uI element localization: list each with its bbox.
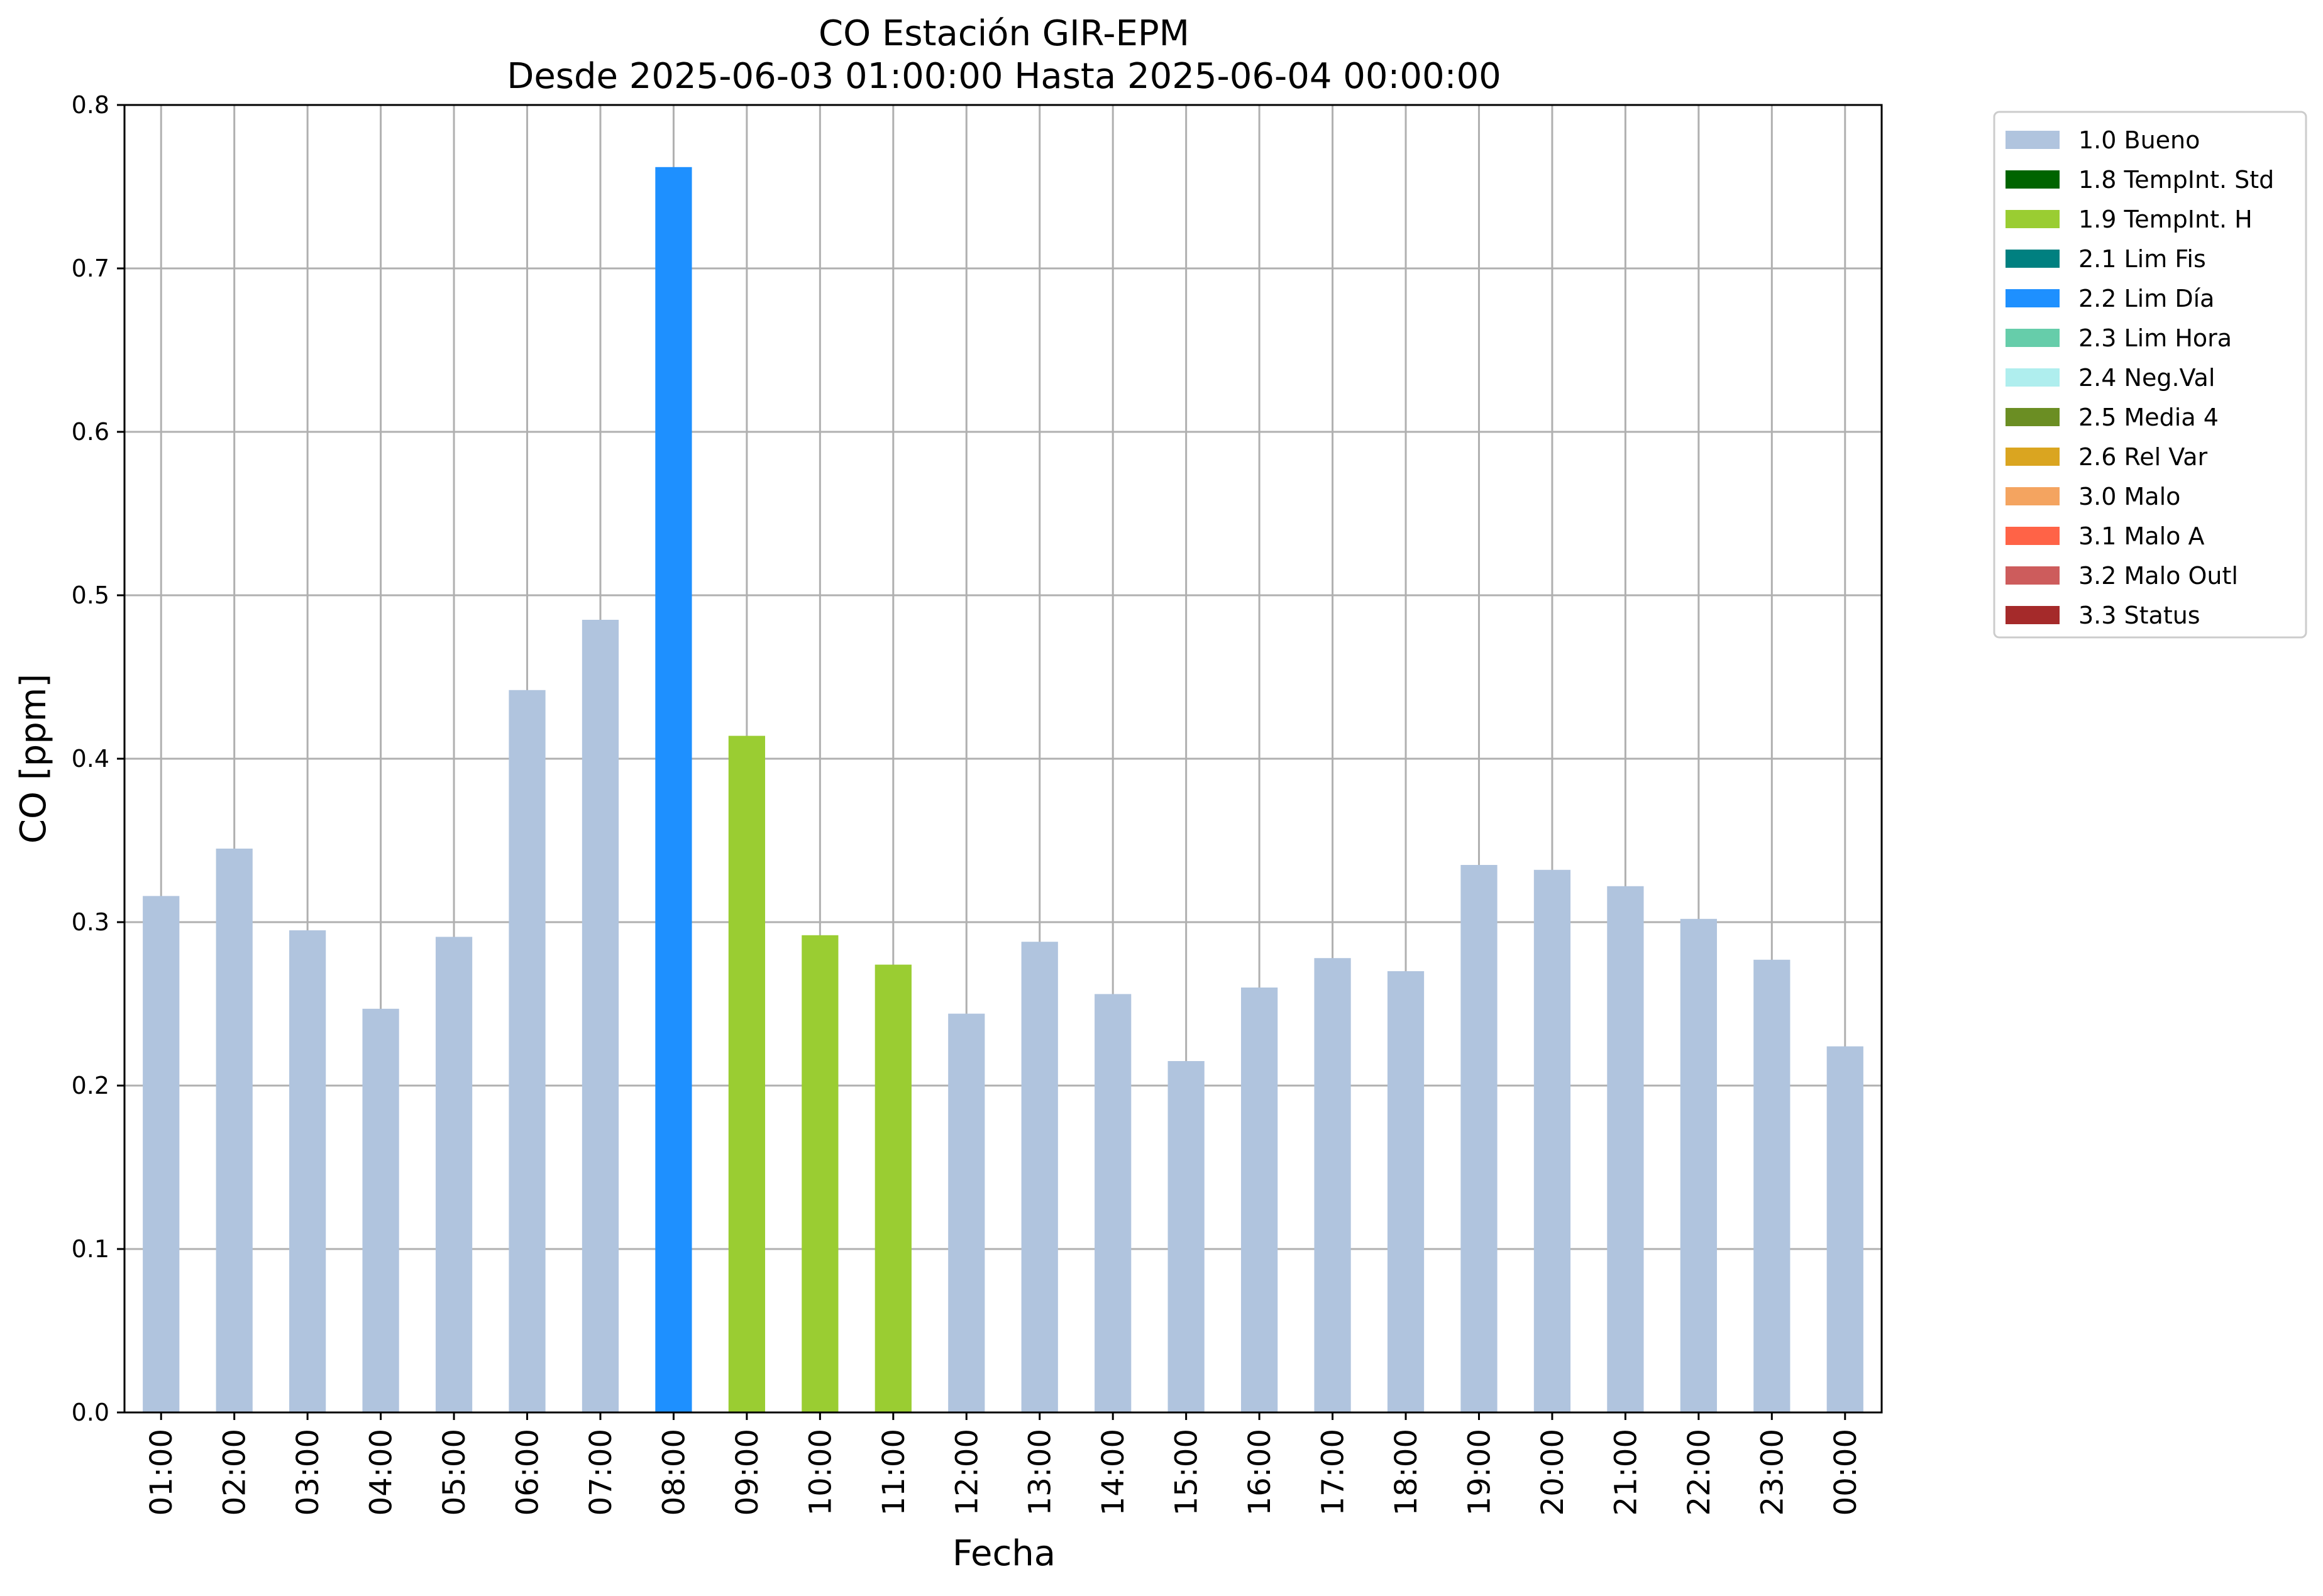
y-tick-label: 0.5 (72, 581, 109, 609)
bar-0200 (216, 849, 253, 1412)
x-tick-label: 22:00 (1682, 1429, 1717, 1516)
bar-0700 (582, 620, 619, 1412)
x-tick-label: 17:00 (1316, 1429, 1351, 1516)
x-tick-label: 05:00 (437, 1429, 472, 1516)
bar-1700 (1314, 958, 1351, 1412)
x-tick-label: 21:00 (1608, 1429, 1643, 1516)
x-tick-label: 01:00 (144, 1429, 179, 1516)
legend-label: 2.4 Neg.Val (2078, 364, 2215, 392)
bar-0400 (362, 1008, 399, 1412)
x-tick-label: 23:00 (1755, 1429, 1790, 1516)
bar-0900 (728, 735, 766, 1412)
plot-frame (123, 104, 1883, 1414)
legend-swatch (2006, 487, 2060, 505)
bar-2100 (1607, 886, 1644, 1412)
legend-swatch (2006, 210, 2060, 228)
bar-1600 (1240, 988, 1278, 1412)
bar-2200 (1680, 918, 1717, 1412)
legend-swatch (2006, 448, 2060, 466)
x-tick-label: 11:00 (876, 1429, 912, 1516)
legend-swatch (2006, 408, 2060, 426)
bar-1300 (1021, 942, 1058, 1412)
x-tick-label: 18:00 (1389, 1429, 1424, 1516)
legend-label: 1.0 Bueno (2078, 126, 2200, 154)
legend-swatch (2006, 289, 2060, 307)
legend-label: 3.2 Malo Outl (2078, 562, 2238, 590)
x-tick-label: 09:00 (730, 1429, 765, 1516)
legend-label: 2.1 Lim Fis (2078, 245, 2206, 273)
x-tick-label: 07:00 (583, 1429, 619, 1516)
legend-frame (1993, 111, 2307, 639)
x-tick-label: 06:00 (510, 1429, 546, 1516)
legend-label: 3.3 Status (2078, 602, 2200, 629)
legend-swatch (2006, 527, 2060, 545)
bar-0000 (1826, 1046, 1863, 1412)
legend-label: 3.1 Malo A (2078, 522, 2204, 550)
y-tick-label: 0.3 (72, 908, 109, 936)
bar-1000 (802, 935, 839, 1412)
bar-0100 (143, 896, 180, 1412)
bar-1500 (1167, 1061, 1205, 1412)
x-tick-label: 04:00 (364, 1429, 399, 1516)
y-tick-label: 0.1 (72, 1235, 109, 1263)
legend-items: 1.0 Bueno 1.8 TempInt. Std 1.9 TempInt. H 2… (2006, 126, 2274, 629)
x-tick-label: 20:00 (1535, 1429, 1570, 1516)
legend-swatch (2006, 566, 2060, 585)
x-tick-label: 00:00 (1828, 1429, 1863, 1516)
y-tick-label: 0.2 (72, 1072, 109, 1099)
legend-swatch (2006, 329, 2060, 347)
x-tick-label: 12:00 (949, 1429, 985, 1516)
legend-label: 2.5 Media 4 (2078, 404, 2219, 431)
y-tick-label: 0.6 (72, 418, 109, 446)
x-tick-label: 03:00 (290, 1429, 326, 1516)
bars (143, 167, 1863, 1412)
bar-1900 (1460, 865, 1498, 1412)
x-tick-label: 10:00 (803, 1429, 838, 1516)
bar-1800 (1387, 971, 1425, 1412)
legend-swatch (2006, 368, 2060, 387)
y-tick-label: 0.4 (72, 745, 109, 773)
x-tick-label: 13:00 (1023, 1429, 1058, 1516)
legend-swatch (2006, 250, 2060, 268)
legend: 1.0 Bueno 1.8 TempInt. Std 1.9 TempInt. H 2… (1993, 111, 2307, 639)
y-tick-label: 0.0 (72, 1399, 109, 1426)
legend-label: 3.0 Malo (2078, 483, 2180, 510)
legend-label: 2.2 Lim Día (2078, 285, 2214, 312)
y-tick-label: 0.7 (72, 255, 109, 282)
legend-label: 2.3 Lim Hora (2078, 324, 2232, 352)
legend-swatch (2006, 606, 2060, 624)
x-tick-label: 15:00 (1169, 1429, 1205, 1516)
bar-1100 (875, 964, 912, 1412)
x-axis-label: Fecha (952, 1533, 1056, 1574)
chart-subtitle: Desde 2025-06-03 01:00:00 Hasta 2025-06-… (507, 56, 1501, 97)
legend-label: 1.9 TempInt. H (2078, 206, 2253, 233)
legend-label: 1.8 TempInt. Std (2078, 166, 2274, 194)
bar-2000 (1533, 869, 1571, 1412)
legend-swatch (2006, 170, 2060, 189)
x-tick-label: 19:00 (1462, 1429, 1497, 1516)
bar-0800 (655, 167, 692, 1412)
y-axis-ticks: 0.0 0.1 0.2 0.3 0.4 0.5 0.6 0.7 0.8 (72, 91, 124, 1426)
x-tick-label: 08:00 (656, 1429, 692, 1516)
bar-0500 (435, 937, 473, 1412)
bar-0300 (289, 930, 326, 1412)
x-tick-label: 16:00 (1242, 1429, 1277, 1516)
x-tick-label: 02:00 (218, 1429, 253, 1516)
legend-label: 2.6 Rel Var (2078, 443, 2208, 471)
legend-swatch (2006, 131, 2060, 149)
bar-1200 (948, 1013, 985, 1412)
x-tick-label: 14:00 (1096, 1429, 1131, 1516)
bar-1400 (1095, 994, 1132, 1412)
x-axis-ticks: 01:00 02:00 03:00 04:00 05:00 06:00 07:00 08:00… (144, 1412, 1863, 1516)
y-tick-label: 0.8 (72, 91, 109, 119)
chart-title: CO Estación GIR-EPM (819, 13, 1189, 54)
y-axis-label: CO [ppm] (13, 674, 54, 844)
bar-0600 (509, 690, 546, 1412)
bar-2300 (1753, 959, 1791, 1412)
